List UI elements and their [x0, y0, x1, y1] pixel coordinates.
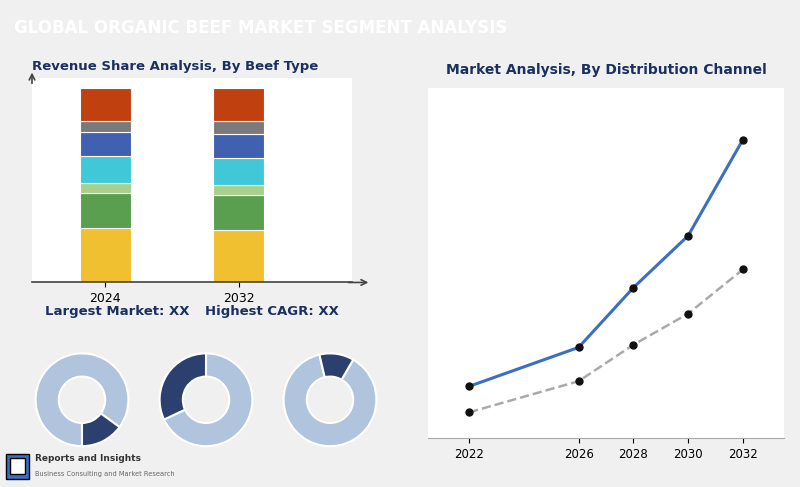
Bar [214, 134, 264, 158]
Text: Revenue Share Analysis, By Beef Type: Revenue Share Analysis, By Beef Type [32, 59, 318, 73]
Bar [214, 158, 264, 185]
Bar [214, 88, 264, 121]
Bar [80, 193, 130, 228]
Bar [80, 132, 130, 156]
Wedge shape [82, 413, 119, 446]
Bar [214, 195, 264, 230]
Text: Highest CAGR: XX: Highest CAGR: XX [205, 305, 338, 318]
Title: Market Analysis, By Distribution Channel: Market Analysis, By Distribution Channel [446, 63, 766, 77]
Bar [214, 230, 264, 282]
Wedge shape [319, 354, 353, 380]
Bar [80, 228, 130, 282]
Bar [80, 156, 130, 183]
Bar [80, 88, 130, 121]
Wedge shape [36, 354, 128, 446]
Bar [214, 121, 264, 134]
Bar [80, 121, 130, 132]
Bar [80, 183, 130, 193]
Text: GLOBAL ORGANIC BEEF MARKET SEGMENT ANALYSIS: GLOBAL ORGANIC BEEF MARKET SEGMENT ANALY… [14, 19, 508, 37]
Text: Reports and Insights: Reports and Insights [35, 454, 142, 463]
Wedge shape [164, 354, 252, 446]
Text: Business Consulting and Market Research: Business Consulting and Market Research [35, 471, 175, 477]
Wedge shape [284, 355, 376, 446]
Bar [214, 185, 264, 195]
Wedge shape [160, 354, 206, 419]
FancyBboxPatch shape [10, 458, 26, 473]
FancyBboxPatch shape [6, 453, 29, 479]
Text: Largest Market: XX: Largest Market: XX [45, 305, 190, 318]
